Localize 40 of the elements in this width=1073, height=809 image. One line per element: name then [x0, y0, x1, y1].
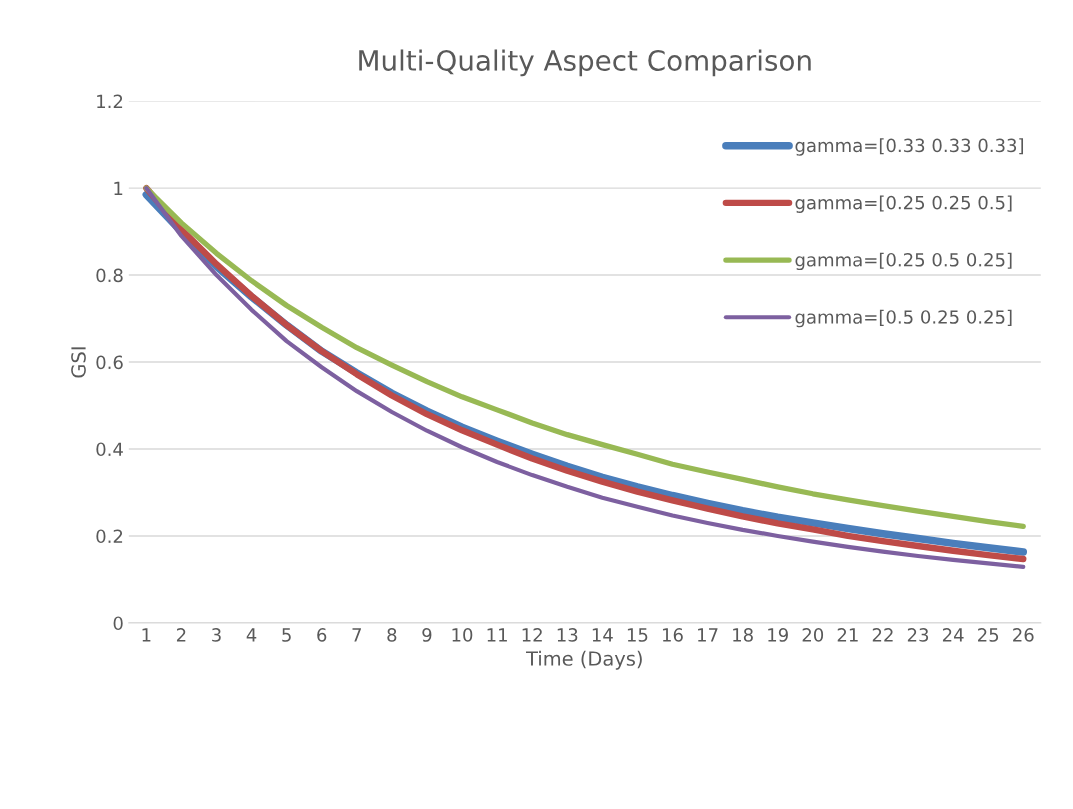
x-tick-label: 20	[802, 628, 824, 642]
y-tick-label: 0.2	[96, 529, 123, 544]
x-tick-label: 22	[872, 628, 893, 642]
x-tick-label: 10	[452, 628, 473, 642]
x-tick-label: 13	[557, 628, 578, 642]
x-tick-label: 4	[246, 628, 257, 642]
y-tick-label: 0	[113, 616, 123, 631]
x-tick-label: 1	[142, 628, 151, 642]
x-tick-label: 23	[907, 628, 929, 642]
legend-label: gamma=[0.5 0.25 0.25]	[795, 309, 1012, 328]
x-tick-label: 9	[422, 628, 432, 642]
y-tick-label: 0.4	[96, 442, 123, 457]
x-tick-label: 7	[352, 628, 361, 642]
x-tick-label: 25	[978, 628, 999, 642]
y-tick-label: 1.2	[97, 94, 123, 108]
x-tick-label: 3	[212, 628, 221, 642]
legend-label: gamma=[0.25 0.5 0.25]	[795, 252, 1012, 271]
x-axis-title: Time (Days)	[526, 650, 642, 670]
x-tick-label: 11	[487, 628, 507, 642]
x-tick-label: 17	[698, 628, 718, 642]
x-tick-label: 21	[837, 628, 858, 642]
x-tick-label: 24	[942, 628, 964, 642]
legend-label: gamma=[0.25 0.25 0.5]	[795, 195, 1012, 213]
x-tick-label: 2	[176, 628, 186, 642]
x-tick-label: 5	[282, 628, 291, 642]
x-tick-label: 26	[1013, 628, 1034, 642]
x-tick-label: 6	[317, 628, 327, 642]
x-tick-label: 8	[387, 628, 397, 642]
x-tick-label: 12	[522, 628, 542, 642]
x-tick-label: 19	[768, 628, 788, 642]
y-tick-label: 0.8	[96, 268, 123, 283]
chart-title: Multi-Quality Aspect Comparison	[359, 49, 811, 77]
x-tick-label: 16	[662, 628, 683, 642]
y-tick-label: 1	[114, 181, 123, 195]
x-tick-label: 18	[733, 628, 753, 642]
legend-label: gamma=[0.33 0.33 0.33]	[795, 138, 1024, 156]
x-tick-label: 14	[592, 628, 613, 642]
y-axis-title: GSI	[71, 347, 86, 378]
y-tick-label: 0.6	[96, 355, 123, 370]
x-tick-label: 15	[627, 628, 648, 642]
